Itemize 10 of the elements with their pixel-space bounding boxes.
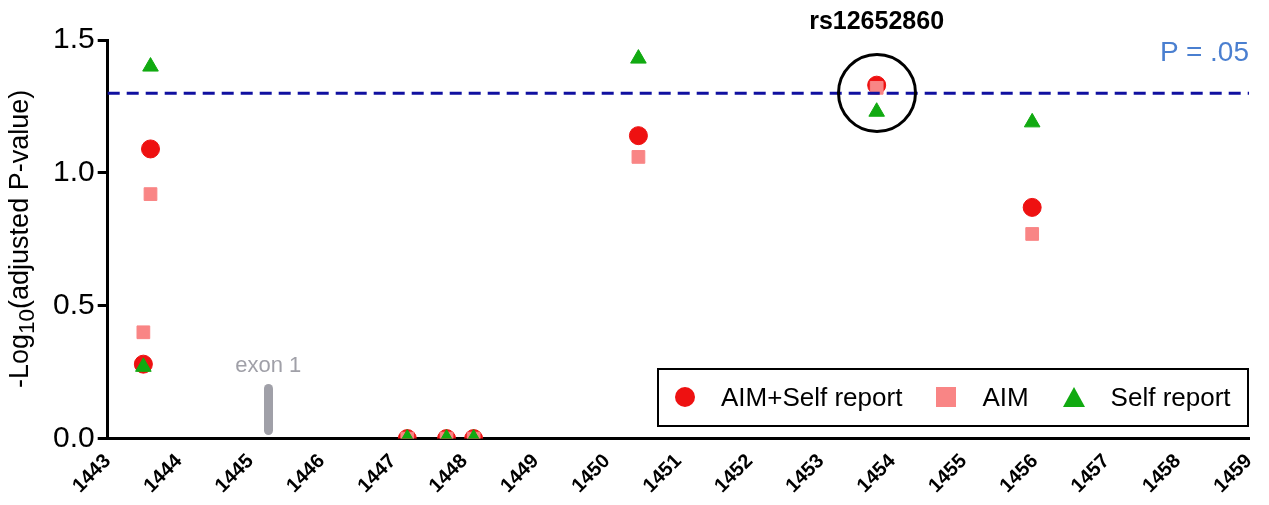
annotation: rs12652860 bbox=[809, 6, 945, 35]
y-tick-label: 0.0 bbox=[52, 419, 95, 453]
legend-label: AIM bbox=[982, 381, 1029, 413]
legend-label: Self report bbox=[1110, 381, 1231, 413]
ref-line-label: P = .05 bbox=[1160, 35, 1250, 67]
y-tick-label: 1.0 bbox=[52, 154, 95, 188]
y-tick-label: 1.5 bbox=[52, 21, 95, 55]
y-tick-label: 0.5 bbox=[52, 286, 95, 320]
legend-label: AIM+Self report bbox=[721, 381, 903, 413]
annotation: exon 1 bbox=[235, 351, 302, 378]
